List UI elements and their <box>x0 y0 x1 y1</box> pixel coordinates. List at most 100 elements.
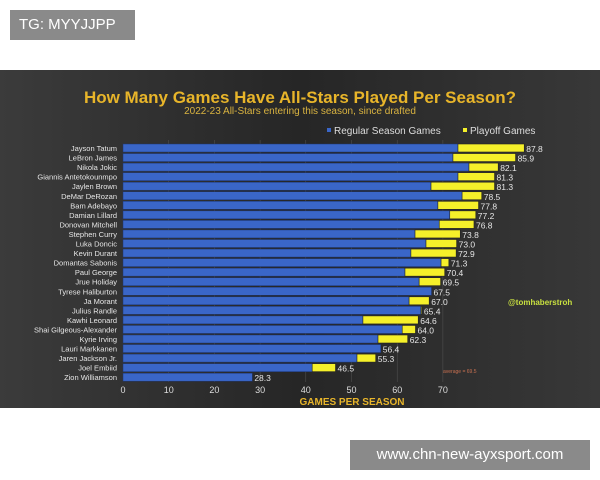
x-tick-label: 0 <box>120 385 125 395</box>
bar-playoff <box>437 201 479 210</box>
legend-swatch-playoff <box>463 128 467 132</box>
legend-label-playoff: Playoff Games <box>470 126 535 137</box>
category-label: Damian Lillard <box>69 211 117 220</box>
legend-swatch-regular <box>327 128 331 132</box>
bar-regular-season <box>122 172 459 181</box>
bar-regular-season <box>122 201 439 210</box>
total-label: 76.8 <box>476 220 493 230</box>
category-label: Domantas Sabonis <box>54 259 118 268</box>
total-label: 87.8 <box>526 144 543 154</box>
bar-regular-season <box>122 143 459 153</box>
total-label: 67.0 <box>431 297 448 307</box>
total-label: 78.5 <box>484 192 501 202</box>
watermark-top: TG: MYYJJPP <box>10 10 135 40</box>
category-label: Shai Gilgeous-Alexander <box>34 325 117 334</box>
category-label: Kyrie Irving <box>79 335 117 344</box>
bar-playoff <box>311 363 336 372</box>
bar-playoff <box>449 210 477 220</box>
total-label: 82.1 <box>500 163 517 173</box>
bar-playoff <box>420 306 423 315</box>
x-tick-label: 50 <box>346 385 356 395</box>
category-label: Jaren Jackson Jr. <box>59 354 117 363</box>
total-label: 70.4 <box>447 268 464 278</box>
bar-regular-season <box>122 353 358 363</box>
attribution: @tomhaberstroh <box>508 298 572 307</box>
total-label: 28.3 <box>254 373 271 383</box>
total-label: 56.4 <box>383 345 400 355</box>
bar-playoff <box>362 315 419 325</box>
bar-playoff <box>461 191 483 201</box>
total-label: 64.6 <box>420 316 437 326</box>
category-label: Tyrese Haliburton <box>58 287 117 296</box>
category-label: Giannis Antetokounmpo <box>37 173 117 182</box>
bar-regular-season <box>122 181 432 191</box>
bar-playoff <box>410 248 457 258</box>
total-label: 62.3 <box>410 335 427 345</box>
total-label: 81.3 <box>497 173 514 183</box>
category-label: Luka Doncic <box>76 240 118 249</box>
legend: Regular Season Games Playoff Games <box>327 126 535 137</box>
bar-regular-season <box>122 191 463 200</box>
total-label: 81.3 <box>497 182 514 192</box>
total-label: 77.8 <box>481 201 498 211</box>
category-label: Kawhi Leonard <box>67 316 117 325</box>
bar-regular-season <box>122 287 432 296</box>
x-tick-label: 30 <box>255 385 265 395</box>
bar-playoff <box>440 258 450 267</box>
category-label: Paul George <box>75 268 117 277</box>
bar-playoff <box>457 143 525 153</box>
category-label: Stephen Curry <box>69 230 118 239</box>
total-label: 73.8 <box>462 230 479 240</box>
category-label: Bam Adebayo <box>70 201 117 210</box>
bar-regular-season <box>122 162 470 172</box>
bar-regular-season <box>122 229 416 239</box>
bar-regular-season <box>122 306 422 315</box>
category-label: Kevin Durant <box>74 249 118 258</box>
total-label: 85.9 <box>518 154 535 164</box>
category-label: DeMar DeRozan <box>61 192 117 201</box>
category-label: Joel Embiid <box>78 364 117 373</box>
bar-playoff <box>457 172 495 181</box>
bar-regular-season <box>122 267 406 277</box>
bar-playoff <box>356 353 377 363</box>
bar-playoff <box>408 296 430 306</box>
total-label: 71.3 <box>451 259 468 269</box>
category-label: Jayson Tatum <box>71 144 117 153</box>
bar-regular-season <box>122 258 442 267</box>
bar-regular-season <box>122 220 440 229</box>
bar-regular-season <box>122 334 379 344</box>
bar-playoff <box>414 229 461 239</box>
average-annotation: average = 69.5 <box>443 369 477 375</box>
bar-playoff <box>452 153 516 162</box>
legend-label-regular: Regular Season Games <box>334 126 441 137</box>
category-label: LeBron James <box>69 154 118 163</box>
watermark-bottom: www.chn-new-ayxsport.com <box>350 440 590 470</box>
bar-playoff <box>404 267 446 277</box>
bar-playoff <box>438 220 475 229</box>
x-axis-title: GAMES PER SEASON <box>299 397 404 408</box>
x-tick-label: 70 <box>438 385 448 395</box>
bar-regular-season <box>122 315 364 325</box>
bar-regular-season <box>122 277 420 286</box>
bar-regular-season <box>122 363 313 372</box>
category-label: Donovan Mitchell <box>59 220 117 229</box>
category-label: Nikola Jokic <box>77 163 117 172</box>
bar-playoff <box>401 325 416 334</box>
total-label: 55.3 <box>378 354 395 364</box>
bar-regular-season <box>122 372 253 382</box>
total-label: 73.0 <box>459 240 476 250</box>
x-tick-label: 20 <box>209 385 219 395</box>
x-tick-label: 40 <box>301 385 311 395</box>
bar-regular-season <box>122 210 451 220</box>
chart-title: How Many Games Have All-Stars Played Per… <box>84 88 516 107</box>
total-label: 72.9 <box>458 249 475 259</box>
category-label: Lauri Markkanen <box>61 345 117 354</box>
bar-playoff <box>425 239 457 248</box>
category-label: Jaylen Brown <box>72 182 117 191</box>
chart: How Many Games Have All-Stars Played Per… <box>0 70 600 408</box>
total-label: 64.0 <box>417 325 434 335</box>
bar-regular-season <box>122 239 427 248</box>
total-label: 77.2 <box>478 211 495 221</box>
bar-playoff <box>418 277 441 286</box>
total-label: 69.5 <box>443 278 460 288</box>
